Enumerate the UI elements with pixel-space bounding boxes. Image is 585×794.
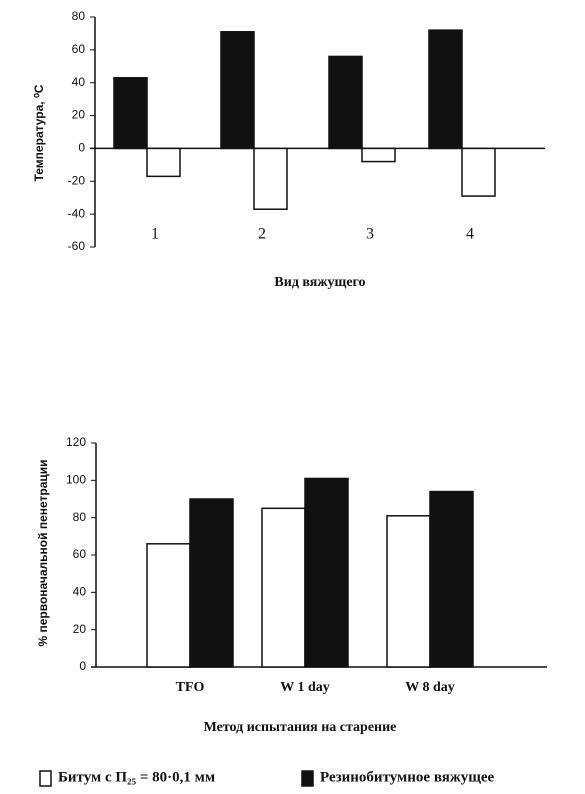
legend-label: Резинобитумное вяжущее (320, 769, 495, 785)
x-tick-label: TFO (176, 680, 205, 695)
bar (261, 507, 306, 668)
bar (429, 490, 474, 668)
x-tick-label: 1 (151, 226, 159, 243)
bar (113, 77, 148, 150)
bar (386, 515, 431, 668)
legend-label: Битум с П₂₅ = 80·0,1 мм (58, 769, 215, 785)
y-tick-label: -60 (68, 239, 86, 253)
bar (461, 147, 496, 197)
y-tick-label: 120 (66, 435, 86, 449)
y-tick-label: 60 (72, 42, 86, 56)
y-axis-title: Температура, ⁰С (32, 84, 46, 181)
legend-swatch (39, 770, 52, 787)
x-tick-label: 4 (466, 226, 474, 243)
bar (428, 29, 463, 150)
x-tick-label: 2 (258, 226, 266, 243)
y-tick-label: 0 (79, 659, 86, 673)
bar (146, 147, 181, 178)
y-tick-label: 40 (73, 585, 87, 599)
x-tick-label: W 8 day (405, 680, 455, 695)
y-tick-label: 60 (73, 547, 87, 561)
y-tick-label: 20 (73, 622, 87, 636)
bar (361, 147, 396, 163)
bar (146, 543, 191, 668)
y-tick-label: 80 (72, 9, 86, 23)
bar (328, 55, 363, 150)
x-tick-label: 3 (366, 226, 374, 243)
legend-swatch (301, 770, 314, 787)
y-tick-label: -20 (68, 173, 86, 187)
y-tick-label: 100 (66, 473, 86, 487)
y-tick-label: 20 (72, 108, 86, 122)
y-tick-label: 0 (78, 141, 85, 155)
x-axis-title: Метод испытания на старение (204, 720, 397, 735)
bar (253, 147, 288, 210)
y-tick-label: 80 (73, 510, 87, 524)
x-tick-label: W 1 day (280, 680, 330, 695)
y-tick-label: -40 (68, 206, 86, 220)
y-axis-title: % первоначальной пенетрации (36, 459, 50, 646)
bar (304, 477, 349, 668)
bar (220, 31, 255, 150)
x-axis-title: Вид вяжущего (274, 275, 365, 290)
bar (189, 498, 234, 668)
y-tick-label: 40 (72, 75, 86, 89)
